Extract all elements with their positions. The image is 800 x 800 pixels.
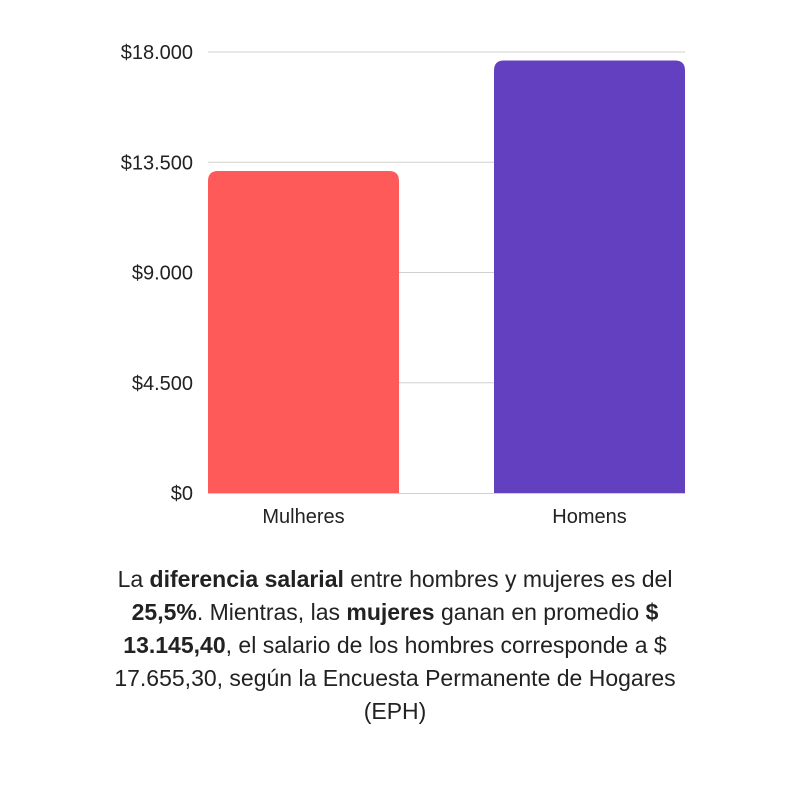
caption-bold-salary-gap: diferencia salarial [149,566,344,592]
bars [208,60,685,494]
y-axis-tick-labels: $0 $4.500 $9.000 $13.500 $18.000 [121,42,193,505]
caption-text-4: ganan en promedio [434,599,646,625]
y-tick-label: $18.000 [121,42,193,64]
y-tick-label: $9.000 [132,263,193,285]
caption-text-3: . Mientras, las [196,599,347,625]
x-category-label: Mulheres [262,506,344,528]
caption-bold-women-salary: $ 13.145,40 [123,599,659,658]
x-category-label: Homens [552,506,626,528]
bar-chart: $0 $4.500 $9.000 $13.500 $18.000 Mulheres Hom… [121,42,685,528]
caption-text-1: La [117,566,150,592]
bar-homens [494,60,685,493]
y-tick-label: $13.500 [121,152,193,174]
caption-bold-percentage: 25,5% [131,599,197,625]
y-tick-label: $4.500 [132,373,193,395]
caption-text-2: entre hombres y mujeres es del [343,566,673,592]
caption-bold-women: mujeres [346,599,435,625]
caption-text-5: , el salario de los hombres corresponde … [114,632,676,724]
bar-mulheres [208,170,399,494]
x-axis-category-labels: Mulheres Homens [262,506,626,528]
chart-caption: La diferencia salarial entre hombres y m… [90,563,700,728]
y-tick-label: $0 [171,483,193,505]
